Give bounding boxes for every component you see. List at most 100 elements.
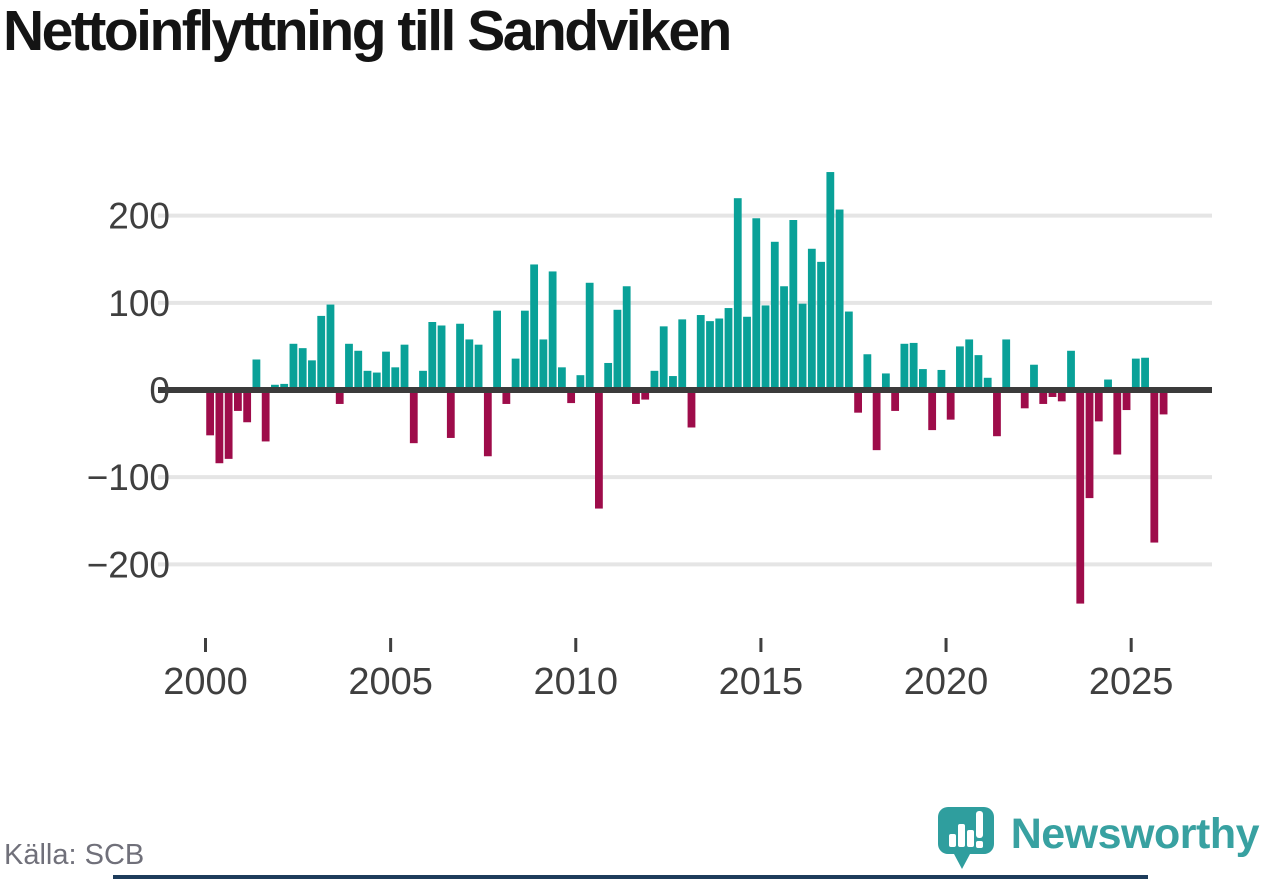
bar-2003Q2 xyxy=(326,304,335,390)
bar-2008Q2 xyxy=(511,358,520,390)
bar-2016Q2 xyxy=(807,248,816,390)
x-tick-label-2000: 2000 xyxy=(163,661,248,703)
bar-2016Q4 xyxy=(826,172,835,390)
bar-2006Q2 xyxy=(437,325,446,390)
bar-2008Q4 xyxy=(530,264,539,390)
source-label: Källa: SCB xyxy=(4,839,145,871)
bar-2007Q1 xyxy=(465,339,474,390)
bar-2020Q2 xyxy=(956,346,964,390)
bar-2021Q1 xyxy=(983,377,992,390)
bar-2018Q3 xyxy=(891,390,900,411)
bar-2022Q4 xyxy=(1048,390,1057,397)
bar-2007Q4 xyxy=(493,310,501,390)
bar-2015Q1 xyxy=(761,305,770,390)
bar-2018Q4 xyxy=(900,343,909,390)
logo-bar-medium xyxy=(966,830,974,847)
bar-2020Q4 xyxy=(974,355,983,390)
bar-2010Q2 xyxy=(585,282,594,390)
bar-2007Q3 xyxy=(483,390,492,457)
bar-2013Q3 xyxy=(706,321,714,390)
x-tick-label-2025: 2025 xyxy=(1089,661,1174,703)
bar-2001Q3 xyxy=(261,390,270,442)
bar-2003Q1 xyxy=(317,315,326,390)
bar-2000Q3 xyxy=(224,390,233,459)
chart-title: Nettoinflyttning till Sandviken xyxy=(3,0,732,63)
bar-2006Q3 xyxy=(446,390,455,438)
bar-2012Q2 xyxy=(659,326,668,390)
bar-2021Q3 xyxy=(1002,339,1011,390)
y-tick-label--200: −200 xyxy=(87,544,170,585)
bar-2025Q4 xyxy=(1159,390,1168,415)
bar-2024Q3 xyxy=(1113,390,1122,455)
y-tick-label-200: 200 xyxy=(108,196,170,237)
bar-2010Q3 xyxy=(595,390,603,509)
bar-2022Q1 xyxy=(1020,390,1029,409)
newsworthy-branding: Newsworthy xyxy=(937,807,1260,869)
y-tick-label-100: 100 xyxy=(108,283,170,324)
bar-2024Q2 xyxy=(1104,379,1112,390)
bar-2025Q3 xyxy=(1150,390,1159,543)
bar-2014Q3 xyxy=(743,316,751,390)
y-tick-label-0: 0 xyxy=(149,370,170,411)
bar-2017Q4 xyxy=(863,354,872,390)
bar-2007Q2 xyxy=(474,344,483,390)
bar-2019Q3 xyxy=(928,390,937,431)
bar-2024Q4 xyxy=(1122,390,1131,411)
bar-2022Q3 xyxy=(1039,390,1048,404)
bar-2017Q1 xyxy=(835,209,844,390)
bar-2009Q2 xyxy=(548,271,557,390)
bars xyxy=(206,172,1168,604)
bar-2012Q1 xyxy=(650,370,659,390)
y-tick-label--100: −100 xyxy=(87,457,170,498)
bar-2022Q2 xyxy=(1030,364,1038,390)
bar-2017Q3 xyxy=(854,390,862,413)
bar-2009Q4 xyxy=(567,390,576,404)
logo-bubble-shape xyxy=(937,807,994,869)
bar-2011Q3 xyxy=(632,390,640,404)
x-tick-label-2005: 2005 xyxy=(348,661,433,703)
bar-2025Q2 xyxy=(1141,357,1149,390)
bar-2004Q2 xyxy=(363,370,372,390)
bottom-accent-bar xyxy=(113,875,1148,879)
bar-2000Q2 xyxy=(215,390,224,464)
bar-2004Q3 xyxy=(372,372,381,390)
bar-2009Q1 xyxy=(539,339,548,390)
bar-2010Q1 xyxy=(576,375,585,390)
bar-2023Q4 xyxy=(1085,390,1094,499)
x-axis: 2000 2005 2010 2015 2020 2025 xyxy=(163,638,1173,703)
bar-2023Q2 xyxy=(1067,350,1075,390)
x-tick-label-2015: 2015 xyxy=(719,661,804,703)
bar-2014Q4 xyxy=(752,218,761,390)
gridlines xyxy=(158,213,1212,567)
bar-2005Q2 xyxy=(400,344,409,390)
bar-2018Q2 xyxy=(881,373,890,390)
x-tick-label-2020: 2020 xyxy=(904,661,989,703)
newsworthy-wordmark: Newsworthy xyxy=(1010,809,1260,858)
bar-2002Q1 xyxy=(280,383,289,390)
bar-2025Q1 xyxy=(1131,358,1140,390)
bar-2014Q1 xyxy=(724,308,733,390)
bar-2001Q2 xyxy=(252,359,261,390)
bar-2002Q3 xyxy=(298,348,307,390)
bar-2003Q4 xyxy=(345,343,353,390)
bar-2014Q2 xyxy=(733,198,742,390)
x-tick-label-2010: 2010 xyxy=(533,661,618,703)
bar-2011Q2 xyxy=(622,286,631,390)
bar-2020Q1 xyxy=(946,390,955,420)
bar-2023Q3 xyxy=(1076,390,1085,604)
bar-2012Q4 xyxy=(678,319,687,390)
bar-2006Q4 xyxy=(456,323,464,390)
bar-2004Q4 xyxy=(382,351,390,390)
logo-bar-small xyxy=(948,834,956,847)
bar-2013Q2 xyxy=(696,315,705,390)
bar-2008Q1 xyxy=(502,390,511,404)
bar-2013Q4 xyxy=(715,318,724,390)
bar-2019Q1 xyxy=(909,342,918,390)
logo-exclamation-dot xyxy=(975,841,983,848)
bar-2011Q4 xyxy=(641,390,650,400)
bar-2005Q4 xyxy=(419,370,427,390)
bar-2012Q3 xyxy=(669,376,677,390)
bar-2019Q4 xyxy=(937,369,946,390)
bar-2015Q3 xyxy=(780,286,788,390)
logo-bar-tall xyxy=(957,824,965,847)
